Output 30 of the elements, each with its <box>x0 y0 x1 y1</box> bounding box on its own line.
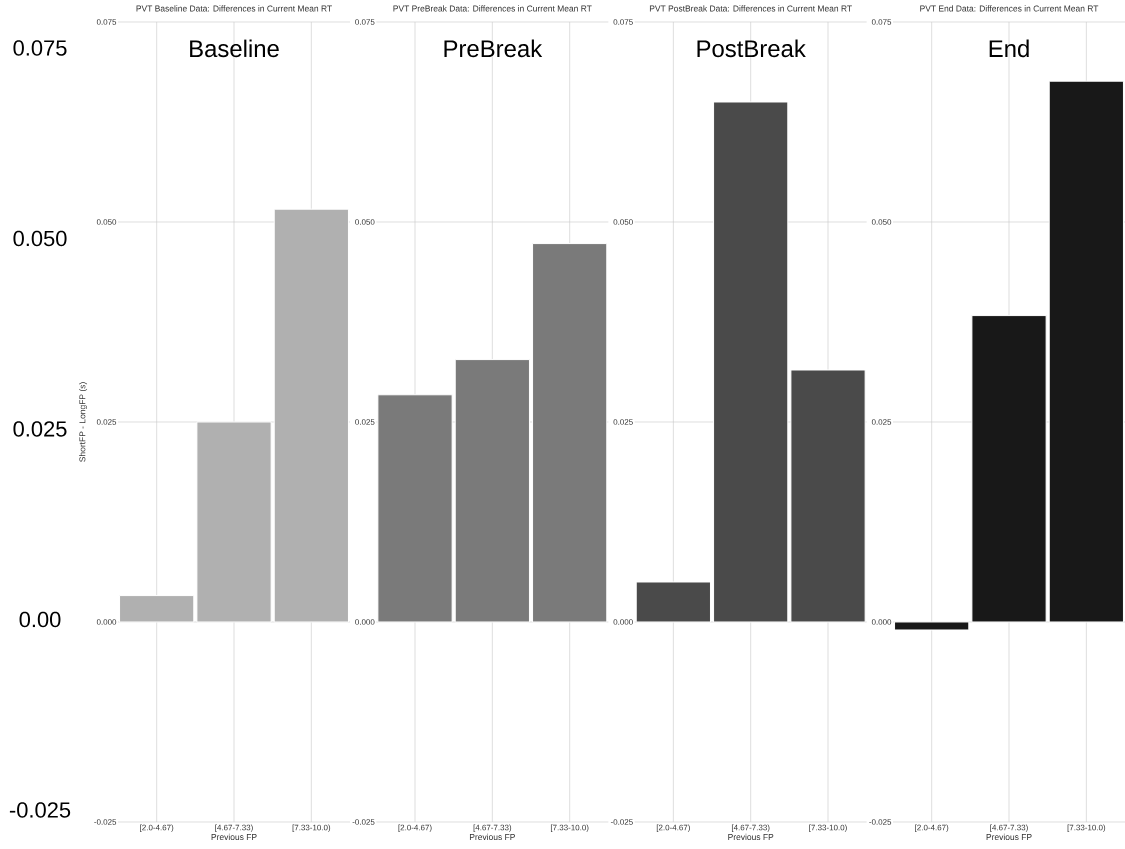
text: PostBreak <box>697 39 806 58</box>
bar <box>635 581 711 623</box>
bar <box>196 421 272 623</box>
text: 0.050 <box>13 230 67 247</box>
x-axis-title: Previous FP <box>986 833 1032 840</box>
text: 0.00 <box>19 611 61 628</box>
text: 0.025 <box>13 421 67 437</box>
bar <box>532 243 608 623</box>
text: 0.075 <box>13 40 67 56</box>
bar <box>894 621 970 631</box>
text: Baseline <box>190 39 279 58</box>
y-axis-title: ShortFP - LongFP (s) <box>79 382 88 462</box>
bar <box>273 208 349 623</box>
bar <box>1048 80 1124 623</box>
chart-title: PVT Baseline Data: Differences in Current Mean RT <box>136 5 332 12</box>
x-axis-title: Previous FP <box>469 833 515 840</box>
text: PreBreak <box>444 39 543 58</box>
bar <box>377 394 453 623</box>
chart-title: PVT End Data: Differences in Current Mean RT <box>920 5 1099 12</box>
text: -0.025 <box>9 802 71 818</box>
x-axis-title: Previous FP <box>728 833 774 840</box>
x-axis-title: Previous FP <box>211 833 257 840</box>
bar <box>119 595 195 623</box>
bar <box>454 359 530 623</box>
text: End <box>989 39 1029 58</box>
bar <box>971 315 1047 623</box>
bar <box>713 101 789 623</box>
bar <box>790 369 866 623</box>
chart-title: PVT PreBreak Data: Differences in Current Mean RT <box>393 5 592 12</box>
chart-title: PVT PostBreak Data: Differences in Current Mean RT <box>649 5 852 12</box>
